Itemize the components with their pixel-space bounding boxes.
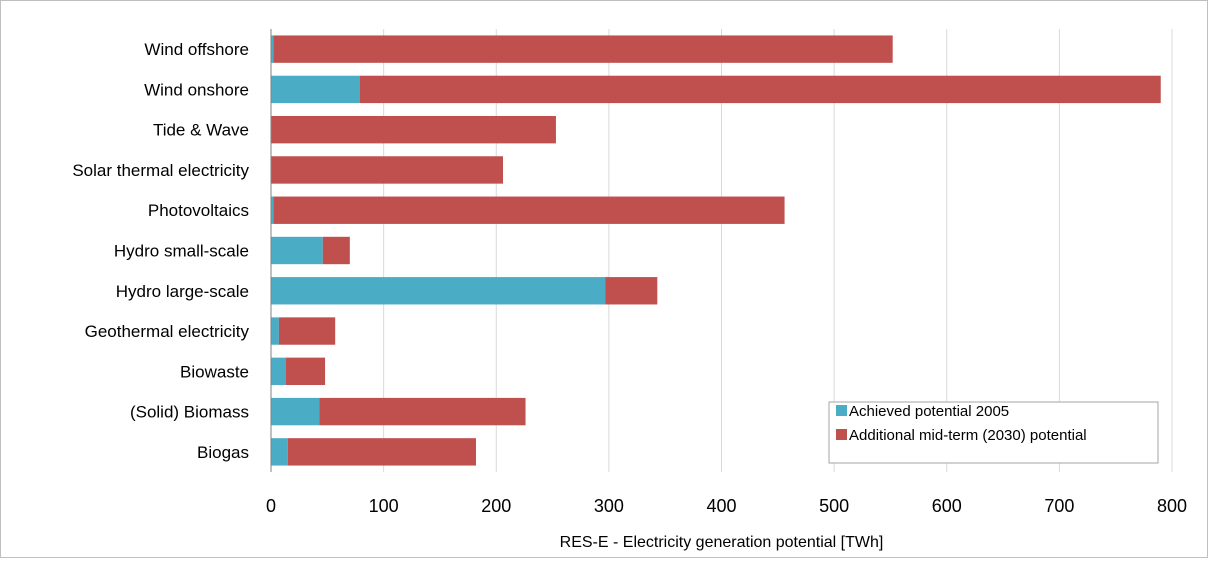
category-label: Tide & Wave bbox=[153, 121, 249, 140]
x-tick-label: 800 bbox=[1157, 496, 1187, 516]
bar-additional bbox=[273, 35, 893, 63]
bar-additional bbox=[271, 156, 504, 184]
bar-additional bbox=[273, 196, 785, 224]
category-label: Geothermal electricity bbox=[85, 322, 250, 341]
x-tick-label: 0 bbox=[266, 496, 276, 516]
legend-swatch-additional bbox=[836, 429, 847, 440]
x-tick-label: 500 bbox=[819, 496, 849, 516]
x-tick-label: 200 bbox=[481, 496, 511, 516]
bar-achieved bbox=[271, 317, 279, 345]
bar-additional bbox=[605, 277, 658, 305]
bar-achieved bbox=[271, 236, 323, 265]
legend-swatch-achieved bbox=[836, 405, 847, 416]
category-labels: Wind offshore Wind onshore Tide & Wave Sola… bbox=[72, 40, 249, 462]
bar-additional bbox=[285, 357, 326, 386]
legend-box bbox=[828, 401, 1159, 464]
x-tick-label: 600 bbox=[932, 496, 962, 516]
bar-achieved bbox=[271, 75, 360, 104]
x-tick-labels: 0 100 200 300 400 500 600 700 800 bbox=[266, 496, 1187, 516]
legend-label-additional: Additional mid-term (2030) potential bbox=[849, 427, 1087, 444]
bar-achieved bbox=[271, 397, 320, 426]
x-tick-label: 400 bbox=[706, 496, 736, 516]
bars bbox=[271, 35, 1161, 466]
bar-additional bbox=[359, 75, 1161, 104]
legend: Achieved potential 2005 Additional mid-t… bbox=[828, 401, 1159, 464]
bar-additional bbox=[278, 317, 336, 345]
category-label: Hydro large-scale bbox=[116, 282, 249, 301]
category-label: Solar thermal electricity bbox=[72, 161, 249, 180]
category-label: Wind onshore bbox=[144, 80, 249, 99]
category-label: Biowaste bbox=[180, 362, 249, 381]
x-axis-title: RES-E - Electricity generation potential… bbox=[560, 534, 884, 551]
bar-achieved bbox=[271, 277, 606, 305]
category-label: Wind offshore bbox=[144, 40, 249, 59]
bar-additional bbox=[322, 236, 350, 265]
category-label: (Solid) Biomass bbox=[130, 403, 249, 422]
bar-additional bbox=[271, 115, 556, 144]
category-label: Biogas bbox=[197, 443, 249, 462]
category-label: Hydro small-scale bbox=[114, 242, 249, 261]
bar-achieved bbox=[271, 438, 288, 466]
bar-additional bbox=[287, 438, 476, 466]
category-label: Photovoltaics bbox=[148, 201, 249, 220]
bar-achieved bbox=[271, 35, 274, 63]
x-tick-label: 100 bbox=[369, 496, 399, 516]
x-tick-label: 300 bbox=[594, 496, 624, 516]
legend-label-achieved: Achieved potential 2005 bbox=[849, 403, 1009, 420]
bar-additional bbox=[319, 397, 526, 426]
x-tick-label: 700 bbox=[1044, 496, 1074, 516]
bar-achieved bbox=[271, 357, 286, 386]
bar-achieved bbox=[271, 196, 274, 224]
